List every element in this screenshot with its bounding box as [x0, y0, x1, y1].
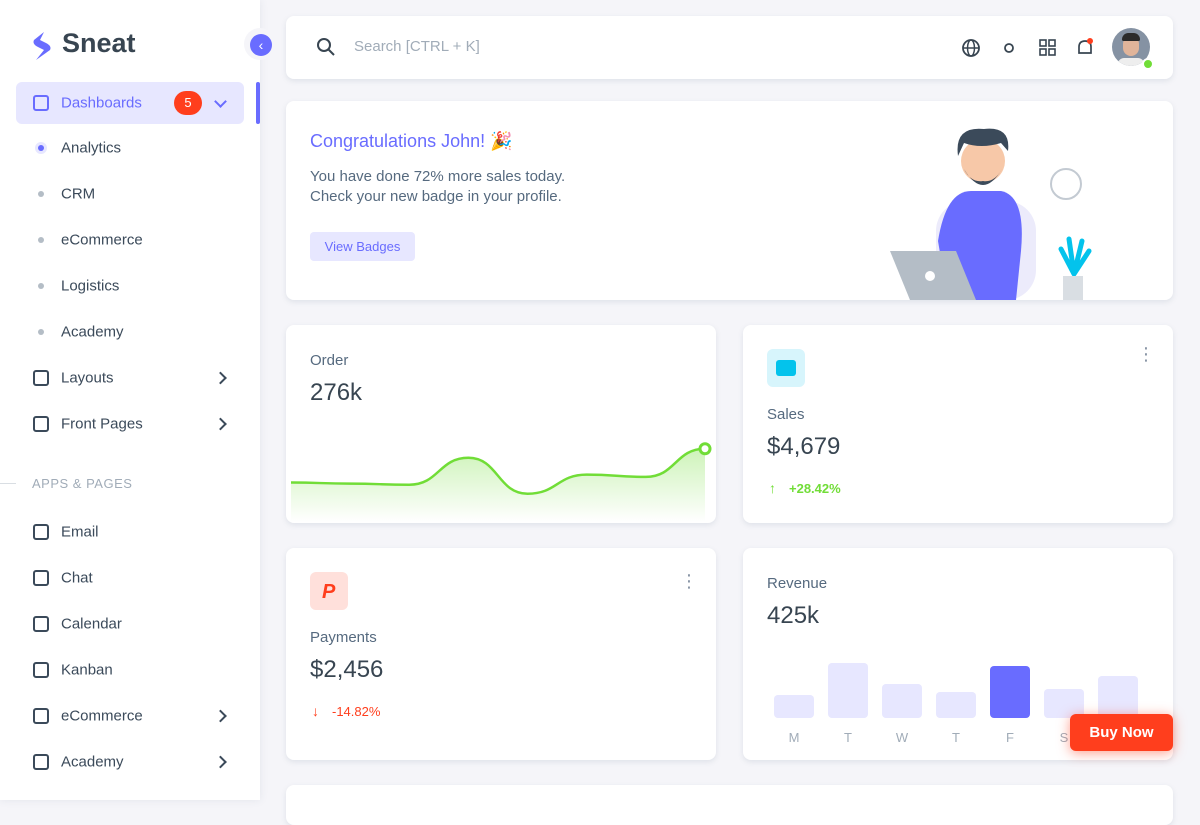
sidebar: Sneat Dashboards 5 APPS & PAGES Analytic…: [0, 0, 260, 800]
card-label: Payments: [310, 629, 377, 646]
icon: [33, 570, 49, 586]
menu-item[interactable]: Analytics: [61, 139, 122, 157]
online-status: [1142, 58, 1154, 70]
card-value: $4,679: [767, 433, 841, 460]
icon: [33, 708, 49, 724]
card-label: Sales: [767, 406, 805, 423]
card-value: 276k: [310, 379, 363, 406]
icon: [33, 95, 49, 111]
chevron: [214, 417, 227, 431]
menu-item[interactable]: Logistics: [61, 277, 120, 295]
bullet: [38, 191, 44, 197]
sales-icon: [767, 349, 805, 387]
search-input[interactable]: Search [CTRL + K]: [354, 38, 480, 55]
menu-item[interactable]: Dashboards: [61, 94, 142, 112]
page: {"brand": "Sneat", "sidebar": { "dashboa…: [0, 0, 1173, 800]
welcome-card: Congratulations John! 🎉 You have done 72…: [286, 101, 1173, 300]
sidebar-toggle[interactable]: ‹: [250, 34, 272, 56]
logo: [33, 32, 51, 60]
bottom-card: [286, 785, 1173, 825]
card-value: $2,456: [310, 656, 384, 683]
menu-item[interactable]: Academy: [61, 753, 124, 771]
icon: [33, 662, 49, 678]
icon: [33, 370, 49, 386]
card-label: Order: [310, 352, 349, 369]
bullet: [38, 237, 44, 243]
bullet: [38, 283, 44, 289]
icon: [33, 616, 49, 632]
navbar: Search [CTRL + K]: [286, 16, 1173, 79]
menu-item[interactable]: eCommerce: [61, 231, 143, 249]
menu-item[interactable]: Chat: [61, 569, 93, 587]
card-label: Revenue: [767, 575, 828, 592]
chevron: [214, 371, 227, 385]
menu-item[interactable]: CRM: [61, 185, 96, 203]
icon: [33, 416, 49, 432]
menu-item[interactable]: Academy: [61, 323, 124, 341]
welcome-text: You have done 72% more sales today.: [310, 168, 566, 185]
more-menu[interactable]: ⋮: [680, 571, 698, 591]
welcome-text: Check your new badge in your profile.: [310, 188, 562, 205]
change: -14.82%: [332, 704, 381, 719]
chevron: [214, 709, 227, 723]
payments-icon: P: [310, 572, 348, 610]
menu-item[interactable]: Layouts: [61, 369, 114, 387]
menu-item[interactable]: Email: [61, 523, 99, 541]
buy-now-button[interactable]: Buy Now: [1070, 714, 1173, 751]
badge: 5: [174, 91, 202, 115]
view-badges-button[interactable]: View Badges: [310, 232, 415, 261]
section-title: APPS & PAGES: [32, 476, 133, 491]
order-card: Order 276k: [286, 325, 716, 523]
bullet: [38, 329, 44, 335]
icon: [33, 524, 49, 540]
icon: [33, 754, 49, 770]
sales-card: ⋮ Sales $4,679 ↑ +28.42%: [743, 325, 1173, 523]
menu-item[interactable]: Calendar: [61, 615, 122, 633]
active-indicator: [256, 82, 260, 124]
arrow-up: ↑: [769, 480, 776, 496]
menu-item[interactable]: eCommerce: [61, 707, 143, 725]
chevron: [214, 755, 227, 769]
active-menu[interactable]: [16, 82, 244, 124]
illustration: [890, 128, 1092, 300]
search-icon[interactable]: [316, 37, 336, 57]
more-menu[interactable]: ⋮: [1137, 344, 1155, 364]
card-value: 425k: [767, 602, 820, 629]
arrow-down: ↓: [312, 703, 319, 719]
menu-item[interactable]: Kanban: [61, 661, 113, 679]
menu-item[interactable]: Front Pages: [61, 415, 143, 433]
change: +28.42%: [789, 481, 841, 496]
brand: Sneat: [62, 28, 136, 58]
nav-icons[interactable]: [960, 37, 1110, 59]
welcome-title: Congratulations John! 🎉: [310, 131, 513, 151]
bullet: [38, 145, 44, 151]
payments-card: P ⋮ Payments $2,456 ↓ -14.82%: [286, 548, 716, 760]
divider: [0, 483, 16, 484]
